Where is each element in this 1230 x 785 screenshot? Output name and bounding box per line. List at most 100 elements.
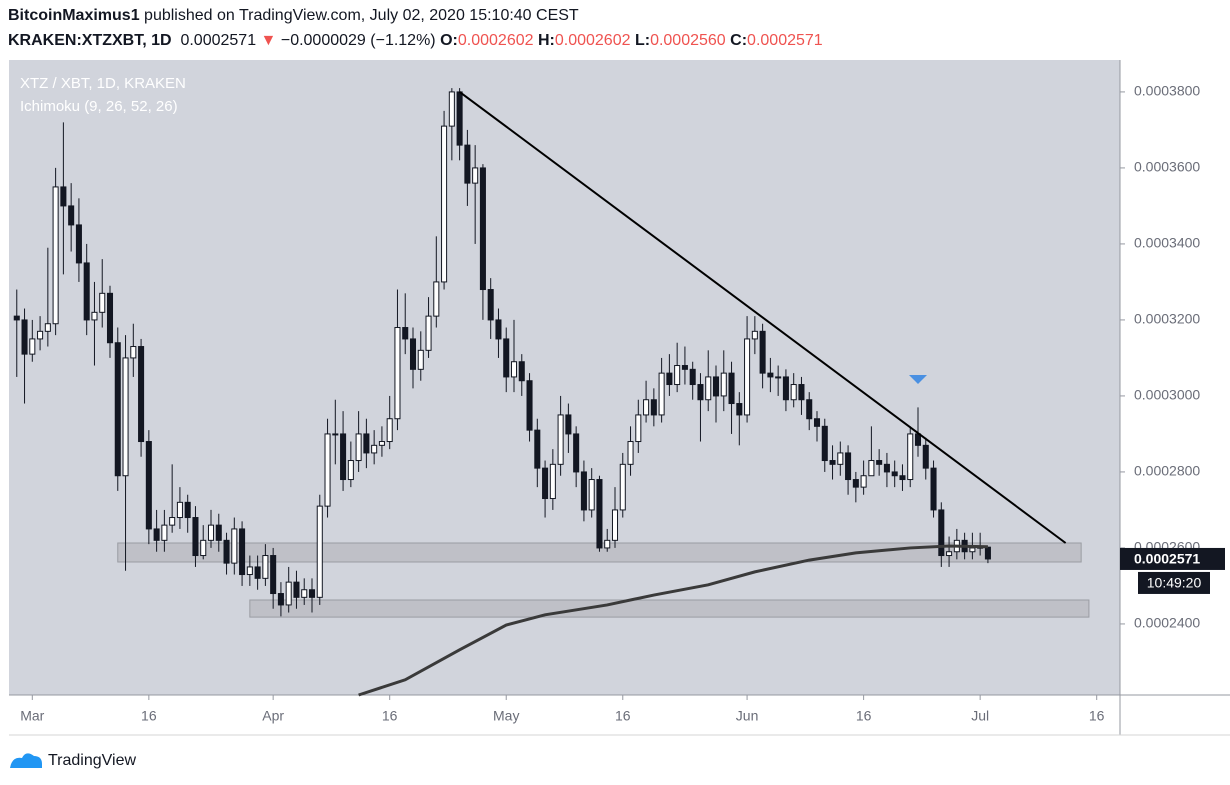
candle-body [378, 441, 385, 446]
candle-body [705, 376, 712, 401]
candle-body [464, 144, 471, 184]
candle-body [207, 524, 215, 541]
candle-body [472, 167, 479, 184]
candle-body [596, 479, 603, 549]
candle-body [813, 418, 821, 427]
candle-body [697, 384, 704, 401]
candle-body [806, 399, 813, 420]
signal-marker [909, 374, 927, 384]
candle-body [635, 414, 642, 443]
y-tick-label: 0.0003000 [1134, 387, 1200, 403]
plot-area [13, 88, 1090, 697]
ohlc-label: O: [440, 32, 458, 49]
candle-body [239, 528, 246, 576]
candle-body [409, 338, 417, 370]
candle-body [495, 319, 502, 340]
candle-body [192, 517, 199, 557]
last-price-box [1120, 547, 1225, 570]
y-tick-label: 0.0003800 [1134, 83, 1200, 99]
x-tick-label: Mar [20, 708, 44, 724]
chart-title: XTZ / XBT, 1D, KRAKEN [20, 75, 186, 92]
candle-body [285, 581, 292, 606]
candle-body [526, 380, 533, 431]
candle-body [246, 566, 253, 576]
candle-body [588, 479, 595, 511]
candle-body [456, 91, 463, 146]
candle-body [44, 323, 51, 332]
candle-body [868, 460, 875, 477]
candle-body [417, 349, 424, 370]
candle-body [689, 368, 696, 386]
candle-body [316, 505, 323, 598]
x-tick-label: May [493, 708, 519, 724]
candle-body [821, 425, 828, 462]
candle-body [479, 167, 486, 291]
candle-body [798, 384, 805, 401]
candle-body [782, 376, 789, 401]
candle-body [852, 479, 859, 488]
candle-body [744, 338, 751, 416]
candle-body [21, 319, 28, 355]
candle-body [433, 281, 440, 317]
ohlc-value: 0.0002602 [457, 32, 534, 49]
candle-body [200, 539, 207, 557]
candle-body [332, 433, 339, 436]
candle-body [91, 311, 98, 321]
candle-body [518, 361, 525, 382]
candle-body [969, 547, 976, 553]
published: published on TradingView.com, July 02, 2… [144, 7, 579, 24]
candle-body [106, 292, 114, 344]
y-tick-label: 0.0002400 [1134, 615, 1200, 631]
countdown-box [1138, 571, 1210, 594]
x-tick-label: 16 [856, 708, 872, 724]
symbol-line: KRAKEN:XTZXBT, 1D 0.0002571 ▼ −0.0000029… [8, 32, 823, 50]
last-price-label: 0.0002571 [1134, 551, 1200, 567]
candle-body [542, 467, 549, 500]
candle-body [922, 444, 929, 469]
candle-body [340, 433, 347, 481]
brand: TradingView [48, 752, 136, 769]
candle-body [720, 372, 727, 397]
candle-body [883, 463, 890, 473]
x-tick-label: 16 [382, 708, 398, 724]
candle-body [534, 429, 541, 469]
candle-body [899, 475, 906, 481]
candle-body [775, 376, 782, 379]
y-tick-label: 0.0003200 [1134, 311, 1200, 327]
candle-body [231, 528, 238, 564]
x-tick-label: Jun [736, 708, 759, 724]
candle-body [254, 566, 261, 579]
candle-body [441, 125, 448, 283]
candle-body [145, 441, 152, 530]
candle-body [712, 376, 720, 397]
candle-body [425, 315, 432, 351]
candle-body [611, 509, 619, 541]
candle-body [363, 433, 370, 454]
y-tick-label: 0.0003600 [1134, 159, 1200, 175]
candle-body [759, 330, 766, 374]
candle-body [402, 327, 409, 340]
candle-body [767, 372, 774, 378]
candle-body [604, 539, 611, 549]
candle-body [984, 546, 991, 560]
candle-body [907, 433, 914, 481]
x-tick-label: 16 [615, 708, 631, 724]
candle-body [829, 460, 836, 465]
candle-body [293, 581, 300, 598]
author: BitcoinMaximus1 [8, 7, 140, 24]
candle-body [891, 471, 898, 477]
candle-body [619, 463, 626, 511]
candle-body [930, 467, 937, 511]
candle-body [565, 414, 572, 435]
candle-body [666, 372, 673, 386]
candle-body [75, 224, 82, 264]
ohlc-value: 0.0002602 [554, 32, 631, 49]
candle-body [99, 292, 106, 313]
ohlc-label: C: [730, 32, 748, 49]
candle-body [728, 372, 735, 405]
candle-body [215, 524, 222, 541]
candle-body [386, 418, 393, 443]
moving-average [358, 544, 988, 697]
candle-body [627, 441, 634, 465]
